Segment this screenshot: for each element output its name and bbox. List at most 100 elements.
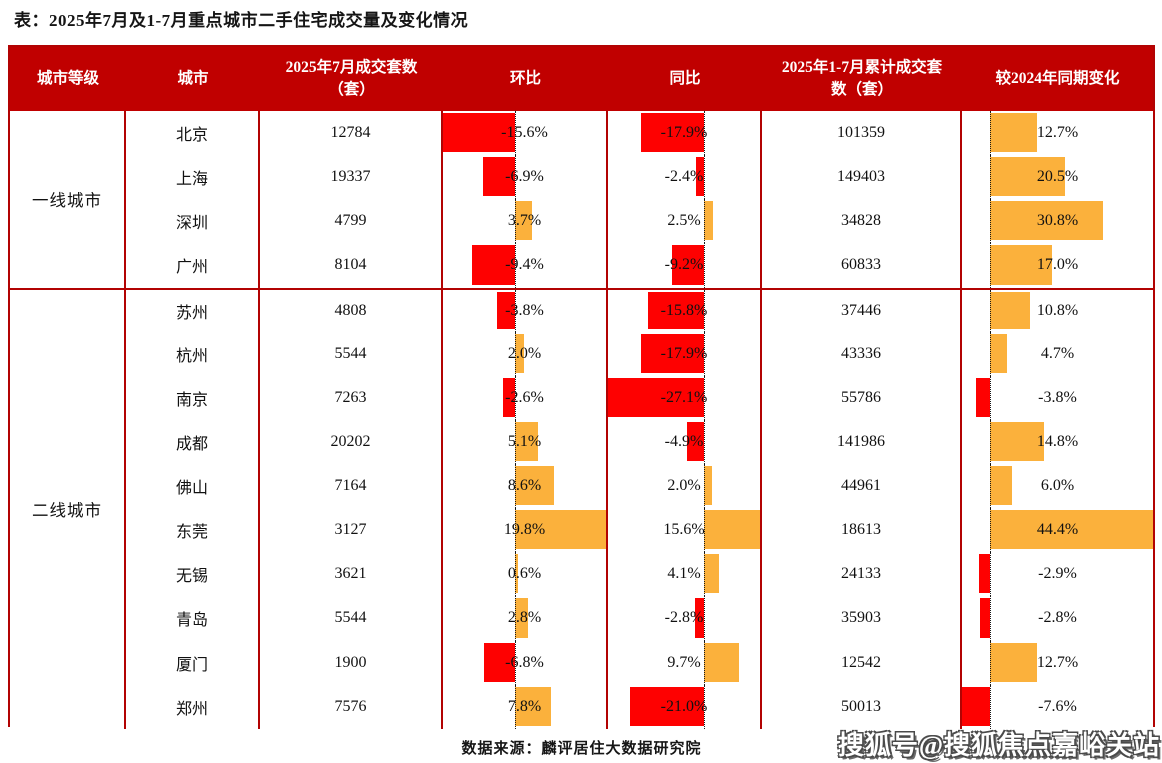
yoy-cell-axis-line xyxy=(704,243,706,288)
yoy-cell-axis-line xyxy=(704,419,706,464)
city-cell: 杭州 xyxy=(126,331,260,376)
mom-cell-bar xyxy=(471,245,515,285)
vs-2024-cell: 10.8% xyxy=(962,287,1153,332)
yoy-cell-bar xyxy=(704,510,760,550)
jul-count-cell: 20202 xyxy=(260,419,443,464)
yoy-cell-value: 9.7% xyxy=(667,653,701,671)
mom-cell-value: 0.6% xyxy=(507,565,542,583)
yoy-cell-value: -17.9% xyxy=(660,124,708,142)
yoy-cell: -2.8% xyxy=(608,596,762,641)
mom-cell: 8.6% xyxy=(443,464,608,509)
vs-2024-cell-axis-line xyxy=(989,508,991,553)
city-cell: 厦门 xyxy=(126,640,260,685)
yoy-cell: -21.0% xyxy=(608,684,762,729)
vs-2024-cell-bar xyxy=(989,466,1012,506)
yoy-cell: -27.1% xyxy=(608,375,762,420)
vs-2024-cell: 12.7% xyxy=(962,640,1153,685)
mom-cell: 2.0% xyxy=(443,331,608,376)
vs-2024-cell: 20.5% xyxy=(962,155,1153,200)
jul-count-cell: 7576 xyxy=(260,684,443,729)
vs-2024-cell-value: 10.8% xyxy=(1036,301,1079,319)
yoy-cell-value: -15.8% xyxy=(660,301,708,319)
yoy-cell-axis-line xyxy=(704,684,706,729)
yoy-cell-axis-line xyxy=(704,155,706,200)
yoy-cell-bar xyxy=(671,245,705,285)
yoy-cell-axis-line xyxy=(704,552,706,597)
mom-cell-axis-line xyxy=(514,508,516,553)
city-cell: 苏州 xyxy=(126,287,260,332)
mom-cell: -6.8% xyxy=(443,640,608,685)
vs-2024-cell: -2.8% xyxy=(962,596,1153,641)
vs-2024-cell: 30.8% xyxy=(962,199,1153,244)
city-cell: 深圳 xyxy=(126,199,260,244)
mom-cell-value: 2.0% xyxy=(507,344,542,362)
mom-cell: -9.4% xyxy=(443,243,608,288)
mom-cell-axis-line xyxy=(514,375,516,420)
yoy-cell-value: -9.2% xyxy=(664,256,704,274)
vs-2024-cell-bar xyxy=(975,377,990,417)
vs-2024-cell-axis-line xyxy=(989,684,991,729)
yoy-cell: 15.6% xyxy=(608,508,762,553)
mom-cell-bar xyxy=(514,421,539,461)
vs-2024-cell-value: 30.8% xyxy=(1036,212,1079,230)
jul-count-cell: 5544 xyxy=(260,596,443,641)
vs-2024-cell-bar xyxy=(989,510,1153,550)
column-header-jul-count: 2025年7月成交套数（套） xyxy=(260,47,443,111)
vs-2024-cell-bar xyxy=(989,291,1030,329)
yoy-cell: 9.7% xyxy=(608,640,762,685)
vs-2024-cell: -3.8% xyxy=(962,375,1153,420)
yoy-cell-bar xyxy=(640,333,705,373)
mom-cell: -15.6% xyxy=(443,111,608,156)
page-title: 表：2025年7月及1-7月重点城市二手住宅成交量及变化情况 xyxy=(14,11,469,30)
yoy-cell-bar xyxy=(687,421,705,461)
vs-2024-cell-axis-line xyxy=(989,155,991,200)
cum-count-cell: 43336 xyxy=(762,331,962,376)
mom-cell-axis-line xyxy=(514,640,516,685)
cum-count-cell: 141986 xyxy=(762,419,962,464)
mom-cell-axis-line xyxy=(514,596,516,641)
yoy-cell: -4.9% xyxy=(608,419,762,464)
vs-2024-cell-value: 4.7% xyxy=(1040,344,1075,362)
column-header-cum-count: 2025年1-7月累计成交套数（套） xyxy=(762,47,962,111)
cum-count-cell: 60833 xyxy=(762,243,962,288)
mom-cell-value: 2.8% xyxy=(507,609,542,627)
vs-2024-cell: 44.4% xyxy=(962,508,1153,553)
yoy-cell-value: 2.5% xyxy=(667,212,701,230)
vs-2024-cell: 12.7% xyxy=(962,111,1153,156)
mom-cell-axis-line xyxy=(514,155,516,200)
jul-count-cell: 7164 xyxy=(260,464,443,509)
vs-2024-cell-value: -2.8% xyxy=(1038,609,1077,627)
jul-count-cell: 12784 xyxy=(260,111,443,156)
yoy-cell-axis-line xyxy=(704,289,706,332)
mom-cell-bar xyxy=(514,466,555,506)
yoy-cell-axis-line xyxy=(704,508,706,553)
housing-table: 城市等级 城市 2025年7月成交套数（套） 环比 同比 2025年1-7月累计… xyxy=(8,45,1155,729)
mom-cell: 19.8% xyxy=(443,508,608,553)
yoy-cell: -17.9% xyxy=(608,111,762,156)
vs-2024-cell-axis-line xyxy=(989,596,991,641)
vs-2024-cell-axis-line xyxy=(989,375,991,420)
vs-2024-cell-axis-line xyxy=(989,331,991,376)
vs-2024-cell: 14.8% xyxy=(962,419,1153,464)
vs-2024-cell-axis-line xyxy=(989,419,991,464)
mom-cell-value: -2.6% xyxy=(505,388,544,406)
cum-count-cell: 34828 xyxy=(762,199,962,244)
jul-count-cell: 1900 xyxy=(260,640,443,685)
vs-2024-cell: -2.9% xyxy=(962,552,1153,597)
cum-count-cell: 35903 xyxy=(762,596,962,641)
vs-2024-cell-value: 12.7% xyxy=(1036,653,1079,671)
cum-count-cell: 149403 xyxy=(762,155,962,200)
cum-count-cell: 55786 xyxy=(762,375,962,420)
column-header-mom: 环比 xyxy=(443,47,608,111)
yoy-cell-bar xyxy=(704,642,739,682)
yoy-cell-value: -2.4% xyxy=(664,168,704,186)
cum-count-cell: 101359 xyxy=(762,111,962,156)
yoy-cell: -17.9% xyxy=(608,331,762,376)
vs-2024-cell: 6.0% xyxy=(962,464,1153,509)
mom-cell-value: -9.4% xyxy=(505,256,544,274)
mom-cell-bar xyxy=(514,598,528,638)
yoy-cell: 2.5% xyxy=(608,199,762,244)
yoy-cell-axis-line xyxy=(704,111,706,156)
mom-cell-bar xyxy=(514,333,525,373)
vs-2024-cell-value: 44.4% xyxy=(1036,521,1079,539)
